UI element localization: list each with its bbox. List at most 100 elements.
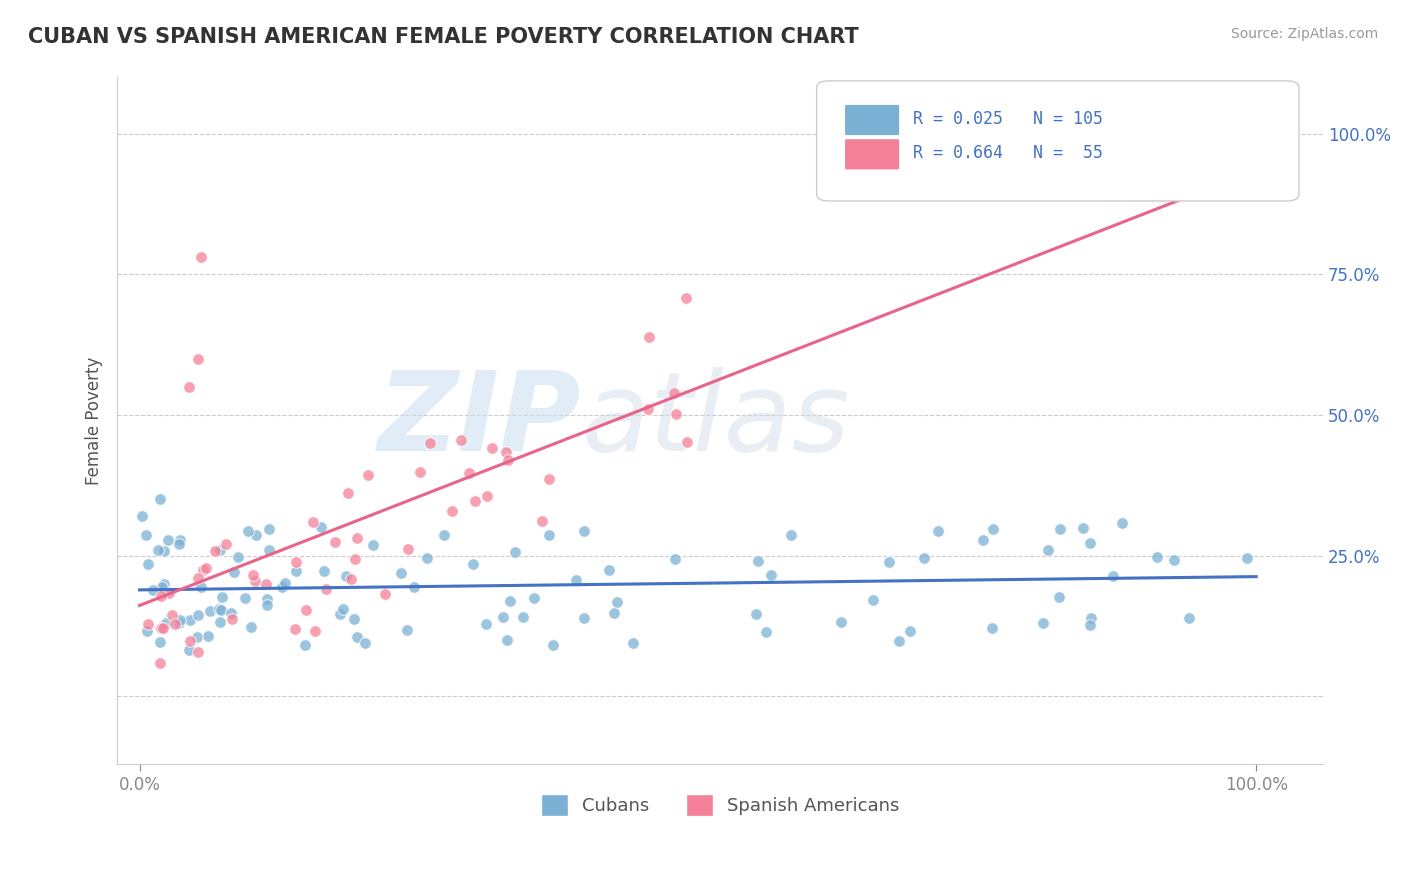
Point bbox=[187, 644, 209, 658]
Point bbox=[981, 522, 1004, 536]
Point bbox=[190, 251, 212, 265]
Point bbox=[441, 504, 464, 518]
Point bbox=[354, 636, 377, 650]
Point bbox=[389, 566, 412, 580]
Point bbox=[889, 634, 911, 648]
Point bbox=[912, 550, 935, 565]
Point bbox=[198, 604, 221, 618]
Point bbox=[271, 580, 294, 594]
Point bbox=[637, 329, 659, 343]
Point bbox=[1244, 127, 1267, 141]
Point bbox=[169, 613, 191, 627]
Point bbox=[294, 638, 316, 652]
Point bbox=[153, 544, 176, 558]
Point bbox=[167, 615, 190, 630]
Point bbox=[606, 595, 628, 609]
Point bbox=[637, 401, 659, 416]
Point bbox=[862, 593, 884, 607]
Point bbox=[495, 445, 517, 459]
Point bbox=[416, 550, 439, 565]
Point bbox=[148, 542, 170, 557]
Point bbox=[163, 616, 186, 631]
Point bbox=[191, 563, 214, 577]
Point bbox=[1236, 550, 1258, 565]
Point bbox=[458, 467, 481, 481]
Point bbox=[152, 621, 174, 635]
Point bbox=[1178, 611, 1201, 625]
Point bbox=[574, 610, 596, 624]
Text: R = 0.664   N =  55: R = 0.664 N = 55 bbox=[912, 144, 1104, 162]
Point bbox=[503, 545, 526, 559]
Point bbox=[662, 385, 685, 400]
Point bbox=[830, 615, 852, 630]
Point bbox=[135, 527, 157, 541]
Point bbox=[233, 591, 256, 606]
Point bbox=[204, 544, 226, 558]
Point bbox=[538, 472, 561, 486]
FancyBboxPatch shape bbox=[845, 138, 900, 170]
Point bbox=[136, 557, 159, 571]
Point bbox=[496, 453, 519, 467]
Point bbox=[187, 571, 209, 585]
Point bbox=[408, 465, 430, 479]
Point bbox=[396, 623, 419, 637]
Point bbox=[475, 489, 498, 503]
Point bbox=[149, 492, 172, 507]
Point bbox=[332, 602, 354, 616]
Point bbox=[302, 516, 325, 530]
Point bbox=[236, 524, 259, 538]
Point bbox=[396, 541, 419, 556]
Point bbox=[219, 606, 242, 620]
Point bbox=[284, 622, 307, 636]
Point bbox=[1071, 521, 1094, 535]
Point bbox=[565, 573, 588, 587]
Point bbox=[156, 533, 179, 548]
Point bbox=[136, 624, 159, 639]
Point bbox=[195, 561, 218, 575]
Point bbox=[329, 607, 352, 622]
Point bbox=[162, 607, 184, 622]
Point bbox=[211, 591, 233, 605]
Point bbox=[981, 621, 1004, 635]
Point bbox=[325, 535, 347, 549]
Point bbox=[208, 615, 231, 629]
Point bbox=[1032, 615, 1054, 630]
Point bbox=[179, 633, 201, 648]
Point bbox=[1078, 536, 1101, 550]
Point bbox=[603, 607, 626, 621]
Point bbox=[340, 572, 363, 586]
Point bbox=[1146, 549, 1168, 564]
Point bbox=[747, 554, 769, 568]
Text: atlas: atlas bbox=[582, 368, 851, 475]
Point bbox=[245, 528, 267, 542]
Point bbox=[675, 291, 697, 305]
Point bbox=[155, 616, 177, 631]
Point bbox=[209, 603, 232, 617]
Point bbox=[167, 537, 190, 551]
Point bbox=[745, 607, 768, 621]
Text: Source: ZipAtlas.com: Source: ZipAtlas.com bbox=[1230, 27, 1378, 41]
Point bbox=[179, 613, 201, 627]
Text: CUBAN VS SPANISH AMERICAN FEMALE POVERTY CORRELATION CHART: CUBAN VS SPANISH AMERICAN FEMALE POVERTY… bbox=[28, 27, 859, 46]
Point bbox=[1049, 522, 1071, 536]
Point bbox=[1111, 516, 1133, 530]
Point bbox=[463, 493, 485, 508]
Point bbox=[541, 638, 564, 652]
Point bbox=[621, 636, 644, 650]
Point bbox=[877, 555, 900, 569]
Point bbox=[150, 589, 173, 603]
Point bbox=[481, 441, 503, 455]
Point bbox=[240, 620, 263, 634]
Point bbox=[243, 574, 266, 589]
Point bbox=[187, 608, 209, 623]
Point bbox=[150, 580, 173, 594]
Point bbox=[131, 509, 153, 524]
Point bbox=[433, 528, 456, 542]
Point bbox=[304, 624, 326, 638]
Point bbox=[496, 633, 519, 648]
Point bbox=[242, 567, 264, 582]
Point bbox=[169, 533, 191, 547]
Point bbox=[197, 629, 219, 643]
Point bbox=[537, 528, 560, 542]
Point bbox=[572, 524, 595, 539]
